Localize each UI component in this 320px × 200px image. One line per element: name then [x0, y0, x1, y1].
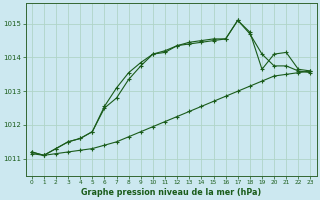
X-axis label: Graphe pression niveau de la mer (hPa): Graphe pression niveau de la mer (hPa)	[81, 188, 261, 197]
